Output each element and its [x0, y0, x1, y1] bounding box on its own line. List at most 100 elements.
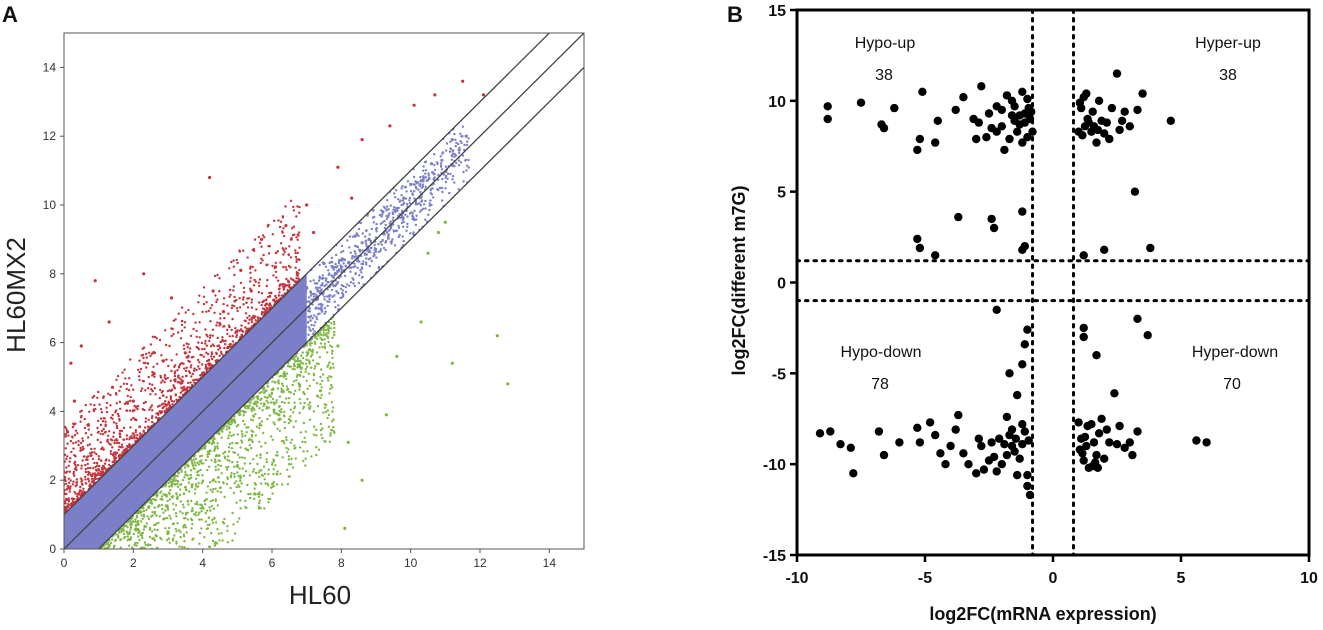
- up-cloud-point: [172, 385, 176, 389]
- unchanged-tail-point: [465, 169, 468, 172]
- down-cloud-point: [254, 400, 257, 403]
- data-point-up: [461, 79, 465, 83]
- unchanged-tail-point: [372, 221, 375, 224]
- down-cloud-point: [284, 373, 287, 376]
- down-cloud-point: [255, 454, 258, 457]
- down-cloud-point: [275, 483, 279, 486]
- data-point: [1102, 425, 1112, 434]
- down-cloud-point: [263, 478, 266, 481]
- unchanged-tail-point: [385, 214, 388, 218]
- down-cloud-point: [178, 545, 181, 548]
- up-cloud-point: [90, 447, 93, 451]
- down-cloud-point: [331, 362, 335, 366]
- unchanged-tail-point: [440, 186, 444, 190]
- down-cloud-point: [287, 401, 290, 404]
- unchanged-tail-point: [331, 295, 334, 298]
- down-cloud-point: [275, 472, 278, 475]
- up-cloud-point: [64, 479, 67, 482]
- down-cloud-point: [332, 320, 336, 324]
- data-point: [1013, 127, 1022, 136]
- down-cloud-point: [299, 370, 303, 374]
- down-cloud-point: [326, 328, 330, 332]
- panel-a-frame: [63, 32, 585, 550]
- unchanged-tail-point: [401, 235, 404, 238]
- unchanged-tail-point: [439, 164, 443, 167]
- down-cloud-point: [227, 446, 231, 449]
- up-cloud-point: [74, 463, 77, 467]
- down-cloud-point: [210, 459, 213, 462]
- up-cloud-point: [132, 416, 135, 420]
- unchanged-tail-point: [433, 163, 436, 167]
- series-down: [166, 220, 510, 534]
- reference-line: [97, 66, 584, 549]
- down-cloud-point: [148, 535, 152, 539]
- up-cloud-point: [160, 354, 163, 357]
- up-cloud-point: [229, 293, 232, 296]
- up-cloud-point: [90, 451, 94, 454]
- up-cloud-point: [249, 276, 252, 280]
- unchanged-tail-point: [464, 158, 468, 162]
- x-tick-label: 14: [543, 556, 557, 570]
- up-cloud-point: [246, 256, 249, 259]
- down-cloud-point: [210, 442, 214, 446]
- down-cloud-point: [247, 426, 250, 429]
- up-cloud-point: [175, 353, 178, 356]
- down-cloud-point: [263, 507, 266, 510]
- down-cloud-point: [251, 430, 255, 434]
- unchanged-tail-point: [449, 172, 452, 176]
- down-cloud-point: [287, 458, 290, 461]
- data-point: [1082, 441, 1091, 451]
- down-cloud-point: [298, 398, 301, 401]
- up-cloud-point: [64, 502, 67, 505]
- down-cloud-point: [261, 474, 265, 477]
- down-cloud-point: [240, 430, 243, 433]
- down-cloud-point: [203, 536, 206, 539]
- up-cloud-point: [280, 294, 283, 297]
- unchanged-tail-point: [369, 246, 373, 250]
- down-cloud-point: [194, 514, 197, 517]
- down-cloud-point: [251, 414, 255, 417]
- down-cloud-point: [250, 447, 253, 450]
- up-cloud-point: [244, 319, 247, 323]
- x-tick-label: -5: [918, 570, 932, 587]
- unchanged-tail-point: [318, 312, 321, 315]
- down-cloud-point: [119, 538, 123, 541]
- unchanged-tail-point: [296, 328, 299, 331]
- down-cloud-point: [298, 388, 301, 391]
- down-cloud-point: [308, 384, 311, 388]
- data-point: [1115, 421, 1124, 431]
- down-cloud-point: [330, 352, 334, 355]
- up-cloud-point: [117, 455, 121, 458]
- down-cloud-point: [258, 475, 261, 479]
- up-cloud-point: [204, 339, 207, 343]
- down-cloud-point: [308, 360, 311, 363]
- up-cloud-point: [205, 333, 208, 336]
- down-cloud-point: [321, 427, 324, 430]
- data-point: [1117, 116, 1127, 126]
- up-cloud-point: [142, 429, 145, 432]
- unchanged-tail-point: [298, 326, 301, 329]
- up-cloud-point: [195, 329, 198, 333]
- down-cloud-point: [166, 516, 169, 520]
- down-cloud-point: [260, 391, 263, 394]
- up-cloud-point: [178, 395, 181, 399]
- up-cloud-point: [112, 431, 116, 434]
- up-cloud-point: [76, 432, 79, 435]
- up-cloud-point: [109, 443, 112, 446]
- down-cloud-point: [315, 394, 319, 397]
- down-cloud-point: [200, 447, 203, 451]
- up-cloud-point: [95, 462, 99, 465]
- unchanged-tail-point: [307, 326, 311, 329]
- up-cloud-point: [74, 441, 78, 444]
- unchanged-tail-point: [315, 306, 318, 309]
- up-cloud-point: [220, 340, 223, 343]
- up-cloud-point: [275, 296, 278, 300]
- unchanged-tail-point: [365, 239, 368, 242]
- down-cloud-point: [138, 538, 141, 542]
- down-cloud-point: [268, 414, 272, 417]
- down-cloud-point: [287, 362, 290, 365]
- data-point: [913, 234, 922, 244]
- up-cloud-point: [133, 409, 136, 412]
- up-cloud-point: [84, 403, 88, 407]
- down-cloud-point: [223, 457, 227, 460]
